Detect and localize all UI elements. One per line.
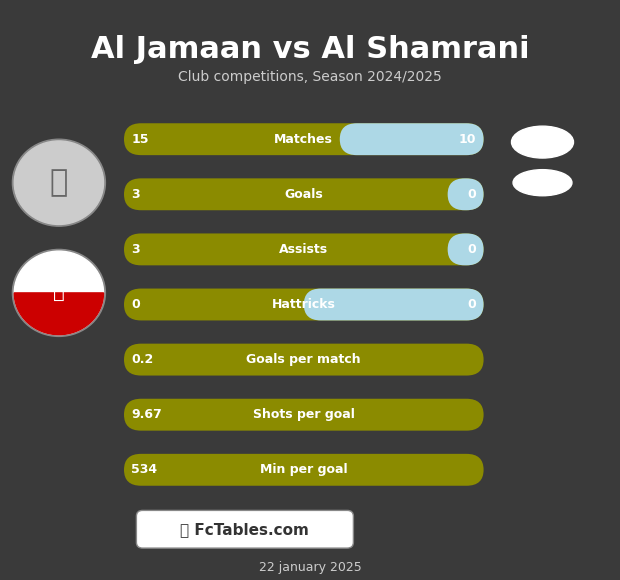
- Circle shape: [14, 141, 104, 224]
- Text: 3: 3: [131, 243, 140, 256]
- FancyBboxPatch shape: [124, 399, 484, 430]
- Text: 0: 0: [467, 188, 476, 201]
- FancyBboxPatch shape: [124, 289, 484, 321]
- Text: Shots per goal: Shots per goal: [253, 408, 355, 421]
- Text: Matches: Matches: [275, 133, 333, 146]
- FancyBboxPatch shape: [124, 178, 484, 210]
- Text: 0.2: 0.2: [131, 353, 154, 366]
- FancyBboxPatch shape: [124, 343, 484, 376]
- Text: 👤: 👤: [50, 168, 68, 197]
- Text: 15: 15: [131, 133, 149, 146]
- Ellipse shape: [513, 169, 572, 196]
- Text: 📊 FcTables.com: 📊 FcTables.com: [180, 522, 309, 536]
- Text: 534: 534: [131, 463, 157, 476]
- Text: ⚽: ⚽: [53, 284, 64, 302]
- Text: 0: 0: [467, 298, 476, 311]
- Text: Al Jamaan vs Al Shamrani: Al Jamaan vs Al Shamrani: [91, 35, 529, 64]
- FancyBboxPatch shape: [448, 178, 484, 210]
- FancyBboxPatch shape: [304, 289, 484, 321]
- Text: Goals per match: Goals per match: [247, 353, 361, 366]
- FancyBboxPatch shape: [124, 123, 484, 155]
- Text: 22 january 2025: 22 january 2025: [259, 561, 361, 574]
- Text: Assists: Assists: [279, 243, 329, 256]
- FancyBboxPatch shape: [124, 454, 484, 486]
- Text: 10: 10: [459, 133, 476, 146]
- FancyBboxPatch shape: [448, 233, 484, 265]
- FancyBboxPatch shape: [340, 123, 484, 155]
- Ellipse shape: [512, 126, 574, 158]
- Wedge shape: [14, 293, 104, 335]
- Circle shape: [14, 251, 104, 335]
- Text: Hattricks: Hattricks: [272, 298, 336, 311]
- Text: 0: 0: [467, 243, 476, 256]
- Text: 9.67: 9.67: [131, 408, 162, 421]
- FancyBboxPatch shape: [136, 510, 353, 548]
- Text: Club competitions, Season 2024/2025: Club competitions, Season 2024/2025: [178, 70, 442, 84]
- Text: Goals: Goals: [285, 188, 323, 201]
- FancyBboxPatch shape: [124, 233, 484, 265]
- Text: 3: 3: [131, 188, 140, 201]
- Text: 0: 0: [131, 298, 140, 311]
- Circle shape: [12, 249, 105, 336]
- Circle shape: [12, 139, 105, 226]
- Text: Min per goal: Min per goal: [260, 463, 348, 476]
